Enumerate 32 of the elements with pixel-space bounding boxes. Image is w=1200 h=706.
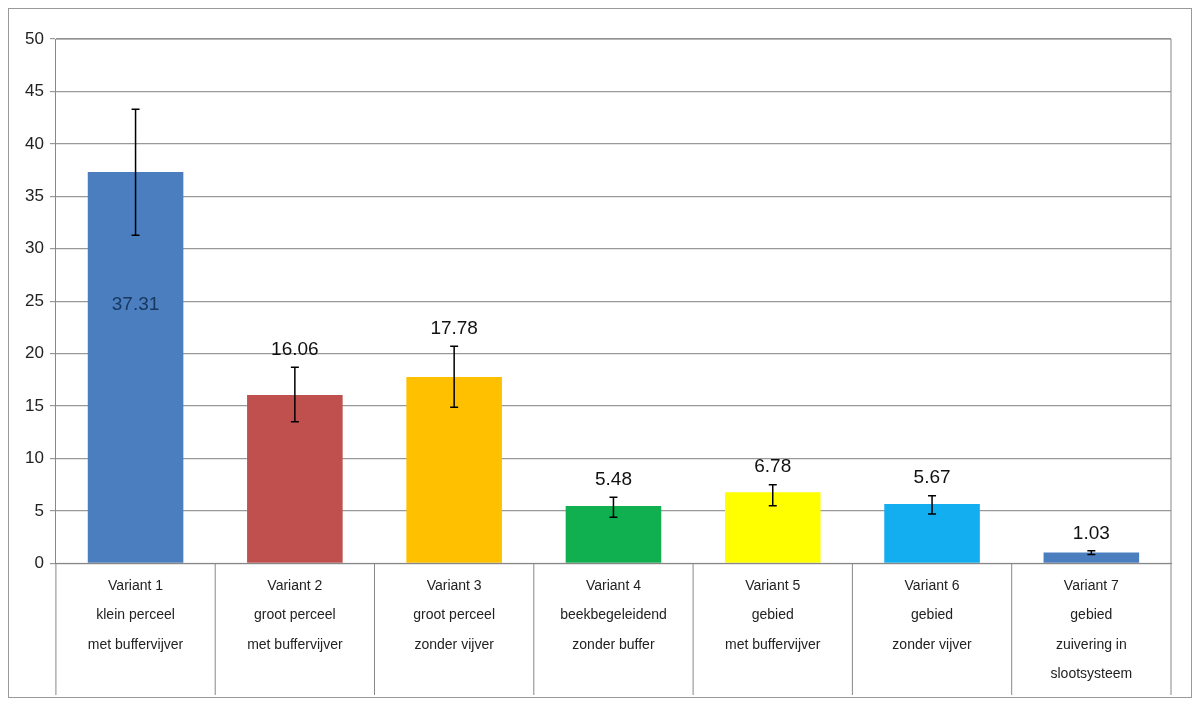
y-tick-label: 30 xyxy=(24,238,44,258)
x-tick-label: Variant 1 klein perceel met buffervijver xyxy=(87,576,184,652)
x-tick-label: Variant 2 groot perceel met buffervijver xyxy=(247,576,343,652)
bar xyxy=(884,503,980,563)
y-tick-label: 0 xyxy=(34,553,44,573)
bar xyxy=(87,172,184,563)
x-tick-label: Variant 6 gebied zonder vijver xyxy=(892,576,973,652)
data-label: 16.06 xyxy=(271,338,319,360)
y-tick-label: 20 xyxy=(24,343,44,363)
y-tick-label: 25 xyxy=(24,290,44,310)
data-label: 5.67 xyxy=(913,466,951,488)
data-label: 6.78 xyxy=(754,455,792,477)
data-label: 1.03 xyxy=(1072,521,1110,543)
x-tick-label: Variant 4 beekbegeleidend zonder buffer xyxy=(560,576,667,652)
y-tick-label: 45 xyxy=(24,81,44,101)
y-tick-label: 40 xyxy=(24,133,44,153)
bar xyxy=(247,394,343,563)
y-tick-label: 10 xyxy=(24,448,44,468)
x-tick-label: Variant 3 groot perceel zonder vijver xyxy=(413,576,496,652)
y-tick-label: 50 xyxy=(24,28,44,48)
bar xyxy=(565,505,662,563)
y-tick-label: 5 xyxy=(34,500,44,520)
data-label: 5.48 xyxy=(594,468,632,490)
bar xyxy=(724,492,821,563)
x-tick-label: Variant 7 gebied zuivering in slootsysteem xyxy=(1050,576,1133,682)
data-label: 17.78 xyxy=(430,317,478,339)
y-tick-label: 35 xyxy=(24,186,44,206)
bar xyxy=(1043,552,1140,563)
x-tick-label: Variant 5 gebied met buffervijver xyxy=(725,576,821,652)
data-label: 37.31 xyxy=(111,293,160,315)
y-tick-label: 15 xyxy=(24,395,44,415)
bar xyxy=(406,376,502,563)
